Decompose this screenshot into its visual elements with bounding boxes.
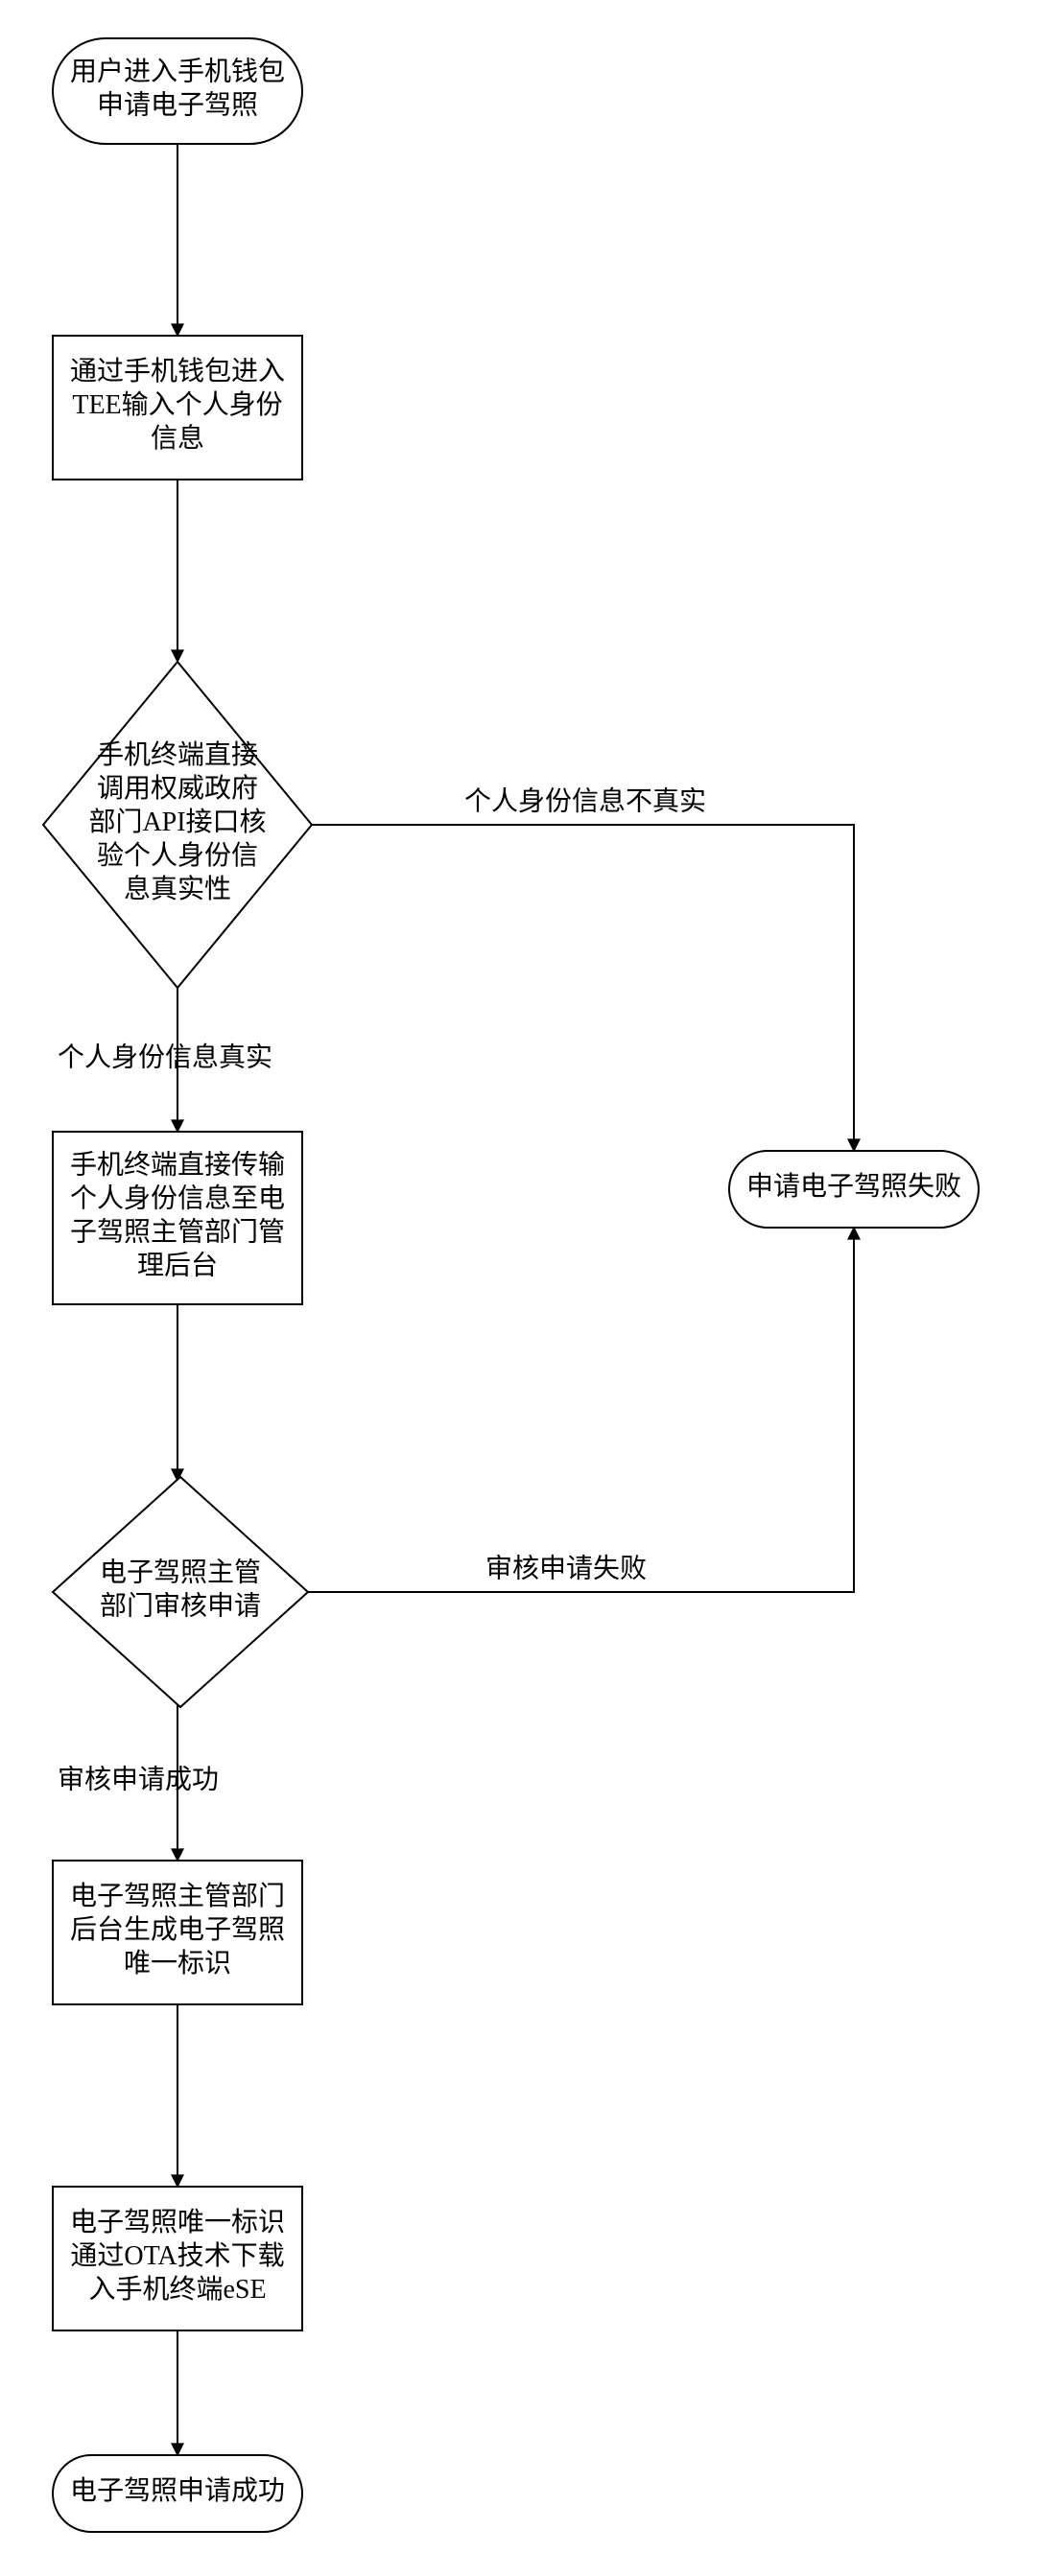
edge-label-d1-p2: 个人身份信息真实: [58, 1042, 272, 1072]
label-end_ok: 电子驾照申请成功: [70, 2475, 285, 2506]
edge-label-d1-end_fail: 个人身份信息不真实: [464, 785, 706, 816]
edge-d1-end_fail: [312, 825, 854, 1151]
label-p4: 电子驾照唯一标识通过OTA技术下载入手机终端eSE: [70, 2207, 285, 2305]
label-end_fail: 申请电子驾照失败: [746, 1171, 961, 1202]
edge-d2-end_fail: [305, 1228, 854, 1592]
flowchart-canvas: 个人身份信息真实审核申请成功个人身份信息不真实审核申请失败用户进入手机钱包申请电…: [0, 0, 1064, 2576]
edge-label-d2-p3: 审核申请成功: [58, 1764, 219, 1794]
edge-label-d2-end_fail: 审核申请失败: [485, 1553, 647, 1583]
